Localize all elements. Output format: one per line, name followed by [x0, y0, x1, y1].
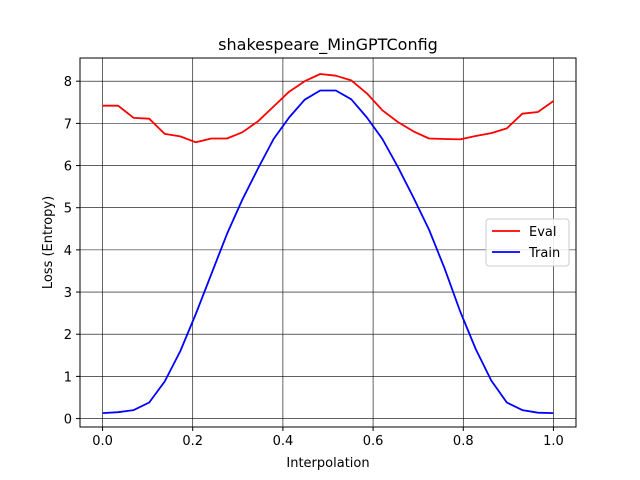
y-tick-label: 6 — [64, 160, 72, 175]
grid-lines — [80, 58, 576, 427]
x-tick-label: 0.2 — [182, 434, 203, 449]
x-tick-label: 0.6 — [363, 434, 384, 449]
x-axis-label: Interpolation — [286, 456, 369, 471]
y-axis-label: Loss (Entropy) — [41, 196, 56, 289]
x-tick-label: 0.4 — [273, 434, 294, 449]
legend: Eval Train — [485, 218, 570, 267]
y-tick-label: 2 — [64, 328, 72, 343]
y-tick-label: 7 — [64, 117, 72, 132]
x-axis: 0.0 0.2 0.4 0.6 0.8 1.0 — [92, 427, 564, 449]
x-tick-label: 1.0 — [543, 434, 564, 449]
y-axis: 0 1 2 3 4 5 6 7 8 — [64, 75, 80, 428]
plot-frame — [79, 57, 577, 428]
y-tick-label: 8 — [64, 75, 72, 90]
chart-title: shakespeare_MinGPTConfig — [218, 35, 438, 55]
series-line-eval — [102, 73, 555, 144]
y-tick-label: 1 — [64, 370, 72, 385]
legend-label-train: Train — [528, 246, 560, 261]
y-tick-label: 0 — [64, 413, 72, 428]
x-tick-label: 0.8 — [453, 434, 474, 449]
legend-label-eval: Eval — [529, 225, 557, 240]
x-tick-label: 0.0 — [92, 434, 113, 449]
y-tick-label: 5 — [64, 202, 72, 217]
y-tick-label: 3 — [64, 286, 72, 301]
series-lines — [102, 73, 555, 414]
series-line-train — [102, 89, 554, 414]
y-tick-label: 4 — [64, 244, 72, 259]
